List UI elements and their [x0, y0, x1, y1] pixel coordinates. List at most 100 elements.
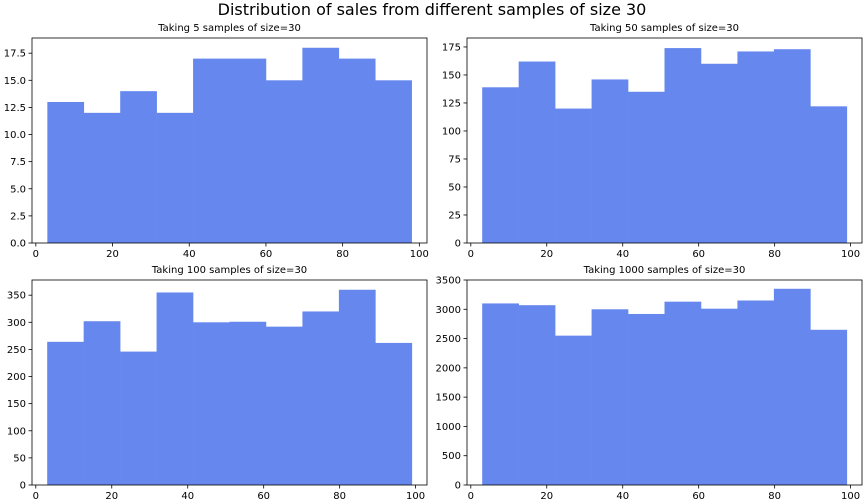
figure-title: Distribution of sales from different sam… [217, 0, 647, 19]
x-tick-label: 80 [768, 491, 781, 502]
histogram-bar [229, 58, 267, 244]
x-tick-label: 20 [105, 491, 118, 502]
histogram-bar [555, 108, 592, 244]
histogram-bar [83, 112, 121, 243]
y-tick-label: 150 [442, 70, 461, 81]
y-tick-label: 2000 [436, 363, 461, 374]
histogram-bar [773, 49, 811, 244]
y-tick-label: 350 [7, 291, 26, 302]
histogram-bar [628, 313, 665, 485]
y-tick-label: 2.5 [10, 211, 26, 222]
y-tick-label: 3000 [436, 305, 461, 316]
histogram-bar [338, 289, 376, 485]
histogram-bar [47, 101, 85, 243]
y-tick-label: 3500 [436, 276, 461, 287]
histogram-bar [193, 58, 230, 244]
histogram-bar [120, 351, 157, 485]
y-tick-label: 12.5 [4, 103, 26, 114]
histogram-bar [338, 58, 376, 244]
x-tick-label: 40 [181, 491, 194, 502]
subplot-2: Taking 50 samples of size=30 0 20 40 60 80 100… [442, 23, 863, 260]
y-tick-label: 5.0 [10, 184, 26, 195]
histogram-bar [156, 112, 194, 243]
x-tick-label: 20 [106, 249, 119, 260]
subplot-title: Taking 100 samples of size=30 [151, 265, 307, 276]
subplot-title: Taking 1000 samples of size=30 [583, 265, 746, 276]
x-tick-label: 60 [692, 491, 705, 502]
histogram-bar [375, 342, 413, 485]
histogram-bar [265, 326, 303, 485]
histogram-bar [700, 308, 738, 485]
axes-frame [466, 279, 863, 486]
histogram-bar [628, 91, 665, 243]
y-tick-label: 17.5 [4, 49, 26, 60]
histogram-bar [591, 309, 629, 485]
axes-frame [31, 37, 428, 244]
y-tick-label: 10.0 [4, 130, 26, 141]
subplot-4: Taking 1000 samples of size=30 0 20 40 60 80 1… [436, 265, 863, 502]
x-tick-label: 100 [841, 491, 860, 502]
y-tick-label: 25 [448, 210, 461, 221]
axes-frame [31, 279, 428, 486]
y-tick-label: 250 [7, 345, 26, 356]
histogram-bar [375, 80, 412, 243]
x-tick-label: 100 [841, 249, 860, 260]
x-tick-label: 0 [33, 249, 39, 260]
x-tick-label: 0 [468, 491, 474, 502]
histogram-bar [810, 329, 848, 485]
histogram-bar [700, 63, 738, 243]
histogram-bar [47, 341, 84, 485]
histogram-bar [737, 51, 775, 243]
axes-frame [466, 37, 863, 244]
histogram-bar [555, 335, 592, 485]
x-tick-label: 100 [410, 249, 429, 260]
x-tick-label: 20 [540, 249, 553, 260]
histogram-bar [265, 80, 303, 243]
y-tick-label: 100 [7, 426, 26, 437]
y-tick-label: 7.5 [10, 157, 26, 168]
y-tick-label: 200 [7, 372, 26, 383]
histogram-bar [83, 321, 121, 485]
y-tick-label: 0 [20, 481, 26, 492]
x-tick-label: 80 [336, 249, 349, 260]
x-tick-label: 40 [616, 491, 629, 502]
histogram-bar [302, 47, 340, 244]
histogram-bar [156, 292, 194, 485]
x-tick-label: 0 [468, 249, 474, 260]
y-tick-label: 100 [442, 126, 461, 137]
y-tick-label: 1000 [436, 422, 461, 433]
subplot-title: Taking 50 samples of size=30 [589, 23, 739, 34]
y-tick-label: 50 [448, 182, 461, 193]
histogram-bar [482, 87, 519, 244]
y-tick-label: 500 [442, 451, 461, 462]
x-tick-label: 20 [540, 491, 553, 502]
y-tick-label: 15.0 [4, 76, 26, 87]
subplot-title: Taking 5 samples of size=30 [157, 23, 301, 34]
y-tick-label: 50 [13, 453, 26, 464]
x-tick-label: 60 [692, 249, 705, 260]
histogram-bar [810, 106, 848, 243]
x-tick-label: 40 [183, 249, 196, 260]
subplot-3: Taking 100 samples of size=30 0 20 40 60 80 10… [7, 265, 428, 502]
y-tick-label: 0 [455, 239, 461, 250]
y-tick-label: 75 [448, 154, 461, 165]
x-tick-label: 60 [260, 249, 273, 260]
y-tick-label: 300 [7, 318, 26, 329]
x-tick-label: 60 [257, 491, 270, 502]
histogram-bar [773, 288, 811, 485]
histogram-bar [591, 79, 629, 243]
y-tick-label: 1500 [436, 393, 461, 404]
histogram-bar [664, 48, 702, 243]
y-tick-label: 0 [455, 481, 461, 492]
y-tick-label: 125 [442, 98, 461, 109]
histogram-bar [482, 303, 519, 485]
histogram-bar [120, 91, 157, 243]
histogram-bar [737, 300, 775, 485]
x-tick-label: 40 [616, 249, 629, 260]
x-tick-label: 0 [33, 491, 39, 502]
histogram-bar [229, 321, 267, 485]
histogram-bar [193, 322, 230, 485]
x-tick-label: 80 [768, 249, 781, 260]
histogram-bar [518, 61, 556, 243]
